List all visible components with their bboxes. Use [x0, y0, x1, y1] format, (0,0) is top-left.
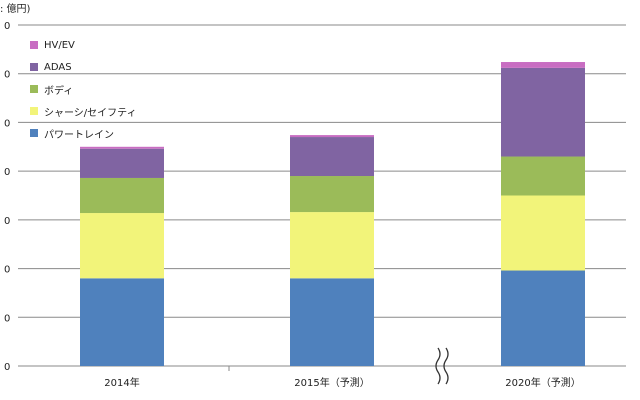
legend-item-adas: ADAS — [30, 56, 137, 78]
bar-segment — [501, 67, 585, 157]
x-tick-label: 2015年（予測） — [294, 376, 369, 389]
legend-item-chassis-safety: シャーシ/セイフティ — [30, 100, 137, 122]
bar-segment — [290, 176, 374, 213]
legend-label-powertrain: パワートレイン — [44, 129, 114, 141]
bar-segment — [80, 146, 164, 149]
y-tick-label: 0 — [4, 167, 10, 178]
y-tick-label: 0 — [4, 216, 10, 227]
y-tick-label: 0 — [4, 313, 10, 324]
y-tick-label: 0 — [4, 362, 10, 373]
legend-swatch-body — [30, 85, 38, 93]
x-tick-label: 2014年 — [104, 376, 139, 389]
legend-swatch-chassis-safety — [30, 107, 38, 115]
bar-segment — [80, 177, 164, 214]
bar-segment — [501, 195, 585, 271]
axis-break-mark — [435, 347, 441, 385]
legend-item-body: ボディ — [30, 78, 137, 100]
y-tick-label: 0 — [4, 118, 10, 129]
legend-item-hv-ev: HV/EV — [30, 34, 137, 56]
x-tick-label: 2020年（予測） — [505, 376, 580, 389]
legend-label-body: ボディ — [44, 85, 74, 97]
chart-legend: HV/EV ADAS ボディ シャーシ/セイフティ パワートレイン — [30, 34, 137, 144]
bar-segment — [501, 270, 585, 366]
unit-label: : 億円) — [0, 4, 31, 15]
legend-label-adas: ADAS — [44, 61, 72, 73]
bar-segment — [290, 278, 374, 366]
legend-item-powertrain: パワートレイン — [30, 122, 137, 144]
legend-swatch-hv-ev — [30, 41, 38, 49]
bar-segment — [290, 137, 374, 177]
bar-segment — [80, 213, 164, 279]
legend-swatch-adas — [30, 63, 38, 71]
legend-swatch-powertrain — [30, 129, 38, 137]
legend-label-hv-ev: HV/EV — [44, 39, 75, 51]
y-tick-label: 0 — [4, 21, 10, 32]
bar-segment — [80, 278, 164, 366]
bar-segment — [501, 62, 585, 68]
legend-label-chassis-safety: シャーシ/セイフティ — [44, 107, 137, 119]
y-tick-label: 0 — [4, 70, 10, 81]
bar-segment — [80, 148, 164, 178]
bar-segment — [501, 156, 585, 196]
axis-break-mark — [443, 347, 449, 385]
bar-segment — [290, 135, 374, 138]
bar-segment — [290, 212, 374, 279]
y-tick-label: 0 — [4, 265, 10, 276]
